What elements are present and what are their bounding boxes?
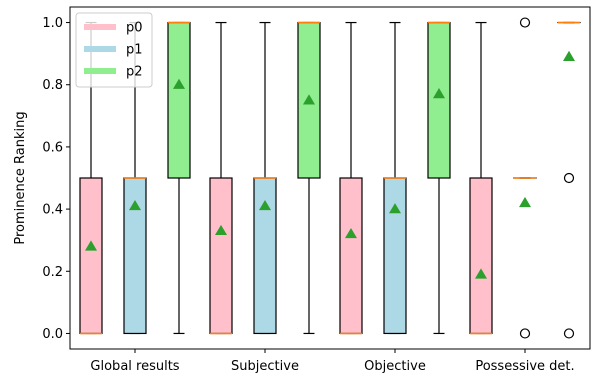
mean-marker [563,50,575,61]
box-p2-0 [167,21,191,335]
y-tick-label: 0.4 [42,203,63,218]
box-p1-0 [123,21,147,335]
mean-marker [259,199,271,211]
mean-marker [173,78,185,89]
box-p2-3 [557,21,581,339]
mean-marker [303,94,315,105]
box-p1-3 [513,17,537,339]
legend: p0 p1 p2 [75,12,153,88]
box-p0-3 [469,21,493,335]
mean-marker [85,240,97,251]
box-p0-1 [209,21,233,335]
box-p0-2 [339,21,363,335]
plot-layer [79,17,581,339]
mean-marker [129,199,141,211]
outlier-point [563,172,575,184]
y-tick-label: 0.8 [42,78,63,93]
mean-marker [389,203,401,214]
legend-label-p0: p0 [126,21,143,36]
plot-frame [69,6,591,350]
mean-marker [215,224,227,236]
x-tick-label: Objective [364,359,426,374]
box-p1-1 [253,21,277,335]
box-body [339,177,363,335]
box-body [469,177,493,335]
mean-marker [433,88,445,99]
y-tick-label: 1.0 [42,16,63,31]
y-tick-label: 0.2 [42,265,63,280]
box-body [167,21,191,179]
outlier-point [563,328,575,339]
mean-marker [475,268,487,279]
box-body [427,21,451,179]
x-tick-label: Global results [90,359,179,374]
mean-marker [345,227,357,239]
box-body [79,177,103,335]
legend-label-p1: p1 [126,43,143,58]
y-axis-label: Prominence Ranking [13,111,28,244]
box-body [383,177,407,335]
mean-marker [519,196,531,208]
x-tick-label: Possessive det. [475,359,574,374]
y-axis: 0.0 0.2 0.4 0.6 0.8 1.0 [42,16,70,342]
outlier-point [519,328,531,339]
x-axis: Global results Subjective Objective Possess… [90,349,575,374]
box-p1-2 [383,21,407,335]
legend-label-p2: p2 [126,65,143,80]
y-tick-label: 0.0 [42,327,63,342]
y-tick-label: 0.6 [42,140,63,155]
x-tick-label: Subjective [231,359,299,374]
box-body [209,177,233,335]
box-p2-2 [427,21,451,335]
box-p2-1 [297,21,321,335]
outlier-point [519,17,531,28]
